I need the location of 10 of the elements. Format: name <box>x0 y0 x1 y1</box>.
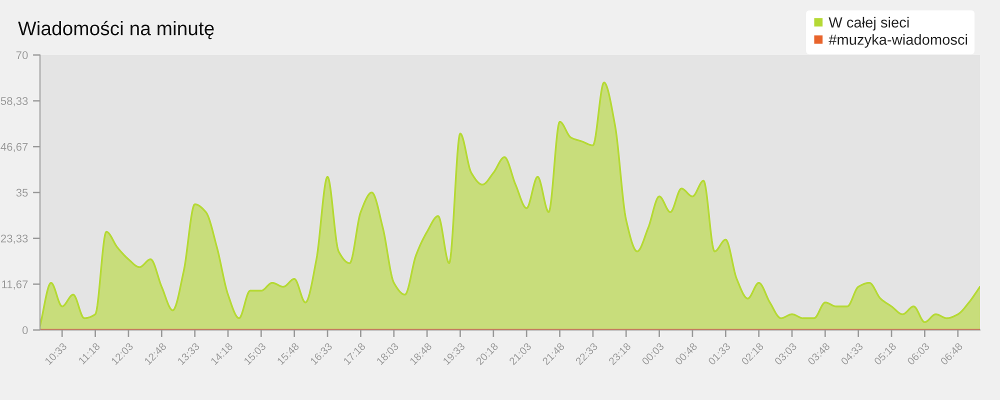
legend-label: W całej sieci <box>828 16 909 30</box>
chart-title: Wiadomości na minutę <box>18 20 214 40</box>
y-tick-label: 58,33 <box>0 97 28 106</box>
y-tick-label: 46,67 <box>0 142 28 152</box>
y-tick-label: 11,67 <box>2 280 28 290</box>
y-tick-label: 35 <box>16 188 28 197</box>
y-tick-label: 23,33 <box>0 234 28 244</box>
y-tick-label: 0 <box>22 326 28 334</box>
y-tick-label: 70 <box>16 51 28 60</box>
legend-label: #muzyka-wiadomosci <box>828 34 968 48</box>
